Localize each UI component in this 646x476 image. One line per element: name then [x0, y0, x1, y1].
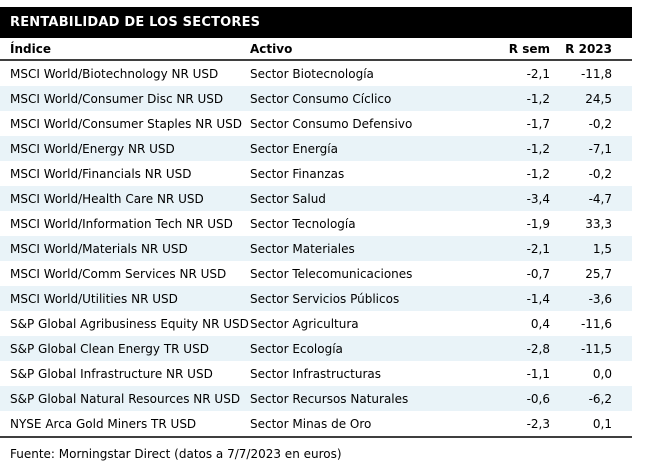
- r-sem-cell: -2,8: [526, 341, 550, 356]
- asset-cell: Sector Biotecnología: [250, 66, 374, 81]
- column-header-activo: Activo: [250, 41, 293, 56]
- r-2023-cell: -0,2: [588, 116, 612, 131]
- table-body: MSCI World/Biotechnology NR USD Sector B…: [0, 61, 632, 438]
- table-row: S&P Global Clean Energy TR USD Sector Ec…: [0, 336, 632, 361]
- asset-cell: Sector Materiales: [250, 241, 355, 256]
- r-2023-cell: -11,5: [580, 341, 612, 356]
- index-cell: S&P Global Natural Resources NR USD: [10, 391, 241, 406]
- asset-cell: Sector Recursos Naturales: [250, 391, 409, 406]
- column-header-r-sem: R sem: [508, 41, 550, 56]
- table-row: MSCI World/Financials NR USD Sector Fina…: [0, 161, 632, 186]
- table-row: MSCI World/Materials NR USD Sector Mater…: [0, 236, 632, 261]
- table-row: S&P Global Agribusiness Equity NR USD Se…: [0, 311, 632, 336]
- index-cell: S&P Global Clean Energy TR USD: [10, 341, 209, 356]
- r-2023-cell: 0,0: [592, 366, 612, 381]
- table-row: MSCI World/Comm Services NR USD Sector T…: [0, 261, 632, 286]
- table-title-bar: RENTABILIDAD DE LOS SECTORES: [0, 7, 632, 38]
- r-sem-cell: -2,3: [526, 416, 550, 431]
- asset-cell: Sector Consumo Cíclico: [250, 91, 392, 106]
- table-row: MSCI World/Information Tech NR USD Secto…: [0, 211, 632, 236]
- asset-cell: Sector Agricultura: [250, 316, 359, 331]
- r-sem-cell: 0,4: [530, 316, 550, 331]
- r-2023-cell: -7,1: [588, 141, 612, 156]
- index-cell: MSCI World/Comm Services NR USD: [10, 266, 227, 281]
- column-header-r-2023: R 2023: [565, 41, 612, 56]
- r-2023-cell: -0,2: [588, 166, 612, 181]
- table-header-row: Índice Activo R sem R 2023: [0, 38, 632, 61]
- column-header-indice: Índice: [10, 41, 51, 56]
- table-row: S&P Global Natural Resources NR USD Sect…: [0, 386, 632, 411]
- r-sem-cell: -0,6: [526, 391, 550, 406]
- asset-cell: Sector Salud: [250, 191, 326, 206]
- r-2023-cell: -4,7: [588, 191, 612, 206]
- table-row: MSCI World/Consumer Disc NR USD Sector C…: [0, 86, 632, 111]
- table-row: S&P Global Infrastructure NR USD Sector …: [0, 361, 632, 386]
- r-sem-cell: -1,7: [526, 116, 550, 131]
- index-cell: MSCI World/Financials NR USD: [10, 166, 192, 181]
- r-sem-cell: -1,1: [526, 366, 550, 381]
- asset-cell: Sector Ecología: [250, 341, 343, 356]
- table-row: NYSE Arca Gold Miners TR USD Sector Mina…: [0, 411, 632, 436]
- index-cell: MSCI World/Utilities NR USD: [10, 291, 178, 306]
- index-cell: MSCI World/Energy NR USD: [10, 141, 175, 156]
- page-title: RENTABILIDAD DE LOS SECTORES: [10, 15, 261, 30]
- source-note: Fuente: Morningstar Direct (datos a 7/7/…: [10, 447, 342, 461]
- asset-cell: Sector Finanzas: [250, 166, 345, 181]
- asset-cell: Sector Minas de Oro: [250, 416, 372, 431]
- index-cell: MSCI World/Consumer Disc NR USD: [10, 91, 224, 106]
- r-sem-cell: -0,7: [526, 266, 550, 281]
- r-sem-cell: -1,4: [526, 291, 550, 306]
- asset-cell: Sector Tecnología: [250, 216, 356, 231]
- table-row: MSCI World/Utilities NR USD Sector Servi…: [0, 286, 632, 311]
- index-cell: MSCI World/Information Tech NR USD: [10, 216, 233, 231]
- r-sem-cell: -1,9: [526, 216, 550, 231]
- r-sem-cell: -1,2: [526, 91, 550, 106]
- r-2023-cell: -11,6: [580, 316, 612, 331]
- r-sem-cell: -1,2: [526, 166, 550, 181]
- r-2023-cell: -11,8: [580, 66, 612, 81]
- table-row: MSCI World/Health Care NR USD Sector Sal…: [0, 186, 632, 211]
- r-sem-cell: -1,2: [526, 141, 550, 156]
- r-2023-cell: 1,5: [592, 241, 612, 256]
- index-cell: MSCI World/Consumer Staples NR USD: [10, 116, 242, 131]
- index-cell: MSCI World/Biotechnology NR USD: [10, 66, 219, 81]
- r-2023-cell: 33,3: [585, 216, 612, 231]
- r-2023-cell: 0,1: [592, 416, 612, 431]
- r-sem-cell: -3,4: [526, 191, 550, 206]
- table-row: MSCI World/Energy NR USD Sector Energía …: [0, 136, 632, 161]
- r-2023-cell: 25,7: [585, 266, 612, 281]
- index-cell: NYSE Arca Gold Miners TR USD: [10, 416, 197, 431]
- r-sem-cell: -2,1: [526, 66, 550, 81]
- asset-cell: Sector Consumo Defensivo: [250, 116, 413, 131]
- index-cell: MSCI World/Materials NR USD: [10, 241, 188, 256]
- r-sem-cell: -2,1: [526, 241, 550, 256]
- r-2023-cell: 24,5: [585, 91, 612, 106]
- asset-cell: Sector Telecomunicaciones: [250, 266, 413, 281]
- table-row: MSCI World/Consumer Staples NR USD Secto…: [0, 111, 632, 136]
- index-cell: S&P Global Infrastructure NR USD: [10, 366, 213, 381]
- asset-cell: Sector Energía: [250, 141, 338, 156]
- index-cell: MSCI World/Health Care NR USD: [10, 191, 204, 206]
- asset-cell: Sector Servicios Públicos: [250, 291, 400, 306]
- r-2023-cell: -3,6: [588, 291, 612, 306]
- index-cell: S&P Global Agribusiness Equity NR USD: [10, 316, 249, 331]
- asset-cell: Sector Infrastructuras: [250, 366, 381, 381]
- table-row: MSCI World/Biotechnology NR USD Sector B…: [0, 61, 632, 86]
- r-2023-cell: -6,2: [588, 391, 612, 406]
